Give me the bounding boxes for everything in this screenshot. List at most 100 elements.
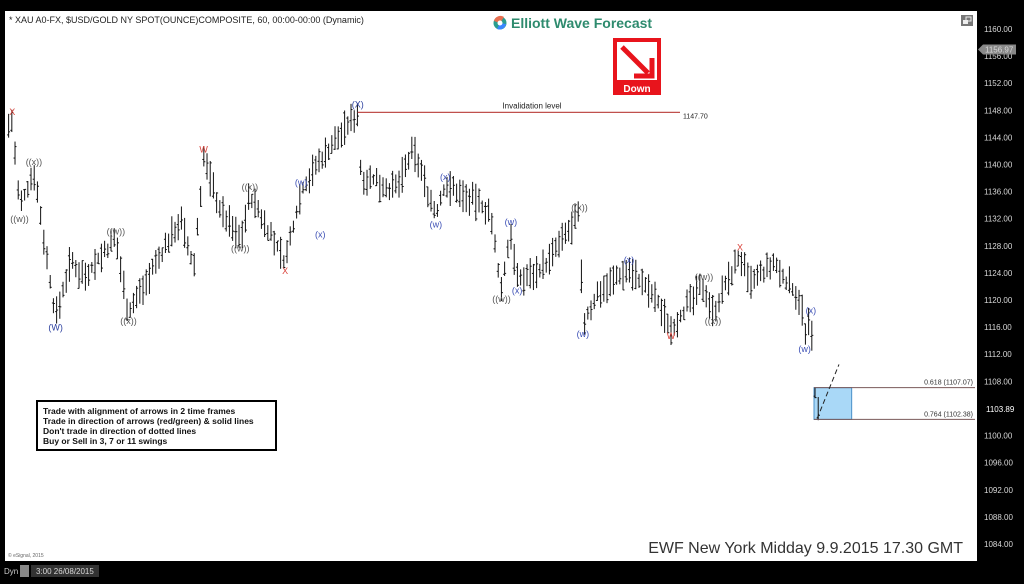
price-bar xyxy=(490,212,494,235)
price-bar xyxy=(451,176,455,196)
wave-label: ((w)) xyxy=(492,294,511,304)
interval-button[interactable] xyxy=(20,565,29,577)
price-axis[interactable]: 1160.00 1156.00 1152.00 1148.00 1144.00 1140.… xyxy=(978,25,1016,549)
price-bar xyxy=(330,135,334,154)
price-bar xyxy=(42,229,46,255)
price-tick-label: 1120.00 xyxy=(984,296,1013,305)
price-bar xyxy=(311,154,315,187)
price-bar xyxy=(141,275,145,305)
caption: EWF New York Midday 9.9.2015 17.30 GMT xyxy=(648,540,963,557)
wave-label: ((x)) xyxy=(26,157,43,167)
chart-title: * XAU A0-FX, $USD/GOLD NY SPOT(OUNCE)COM… xyxy=(9,15,364,25)
price-bar xyxy=(704,285,708,308)
price-bar xyxy=(701,278,705,302)
price-bar xyxy=(784,276,788,291)
price-bar xyxy=(67,247,71,282)
wave-label: ((w)) xyxy=(695,272,714,282)
price-bar xyxy=(375,168,379,187)
price-bar xyxy=(496,263,500,278)
price-bar xyxy=(371,174,375,185)
price-bar xyxy=(487,198,491,222)
price-bar xyxy=(119,256,123,283)
price-bar xyxy=(602,275,606,302)
price-bar xyxy=(144,269,148,296)
window-restore-icon[interactable] xyxy=(961,15,973,26)
price-tick-label: 1088.00 xyxy=(984,513,1013,522)
price-bar xyxy=(787,266,791,294)
price-bar xyxy=(736,250,740,267)
price-bar xyxy=(682,306,686,321)
price-bar xyxy=(51,298,55,314)
price-bar xyxy=(746,262,750,293)
copyright: © eSignal, 2015 xyxy=(8,552,44,559)
price-bar xyxy=(640,268,644,296)
wave-label: (w) xyxy=(577,329,590,339)
price-bar xyxy=(576,201,580,222)
wave-label: (x) xyxy=(440,172,451,182)
price-bar xyxy=(752,269,756,289)
price-tick-label: 1128.00 xyxy=(984,242,1013,251)
price-bar xyxy=(291,220,295,233)
price-bar xyxy=(573,203,577,229)
mode-label[interactable]: Dyn xyxy=(4,567,18,576)
price-bar xyxy=(637,273,641,288)
wave-label: W xyxy=(199,145,208,155)
price-bar xyxy=(509,223,513,250)
price-tick-label: 1124.00 xyxy=(984,269,1013,278)
price-bar xyxy=(669,316,673,346)
rule-line: Trade in direction of arrows (red/green)… xyxy=(43,416,254,426)
price-bar xyxy=(528,258,532,289)
price-bar xyxy=(61,281,65,298)
cursor-price-label: 1103.89 xyxy=(986,405,1015,414)
price-bar xyxy=(157,246,161,269)
price-bar xyxy=(768,257,772,280)
price-bar xyxy=(800,294,804,326)
price-bar xyxy=(301,182,305,194)
price-bar xyxy=(426,186,430,208)
last-price-label: 1156.97 xyxy=(985,46,1014,55)
price-bar xyxy=(103,240,107,258)
price-bar xyxy=(240,220,244,249)
price-bar xyxy=(448,171,452,206)
price-bar xyxy=(595,281,599,301)
price-tick-label: 1160.00 xyxy=(984,25,1013,34)
price-bar xyxy=(80,260,84,284)
price-bar xyxy=(423,165,427,198)
price-bar xyxy=(218,200,222,218)
price-bar xyxy=(592,293,596,310)
price-bar xyxy=(656,294,660,309)
price-bar xyxy=(631,258,635,291)
price-bar xyxy=(720,275,724,304)
price-bar xyxy=(666,313,670,334)
price-bar xyxy=(307,168,311,194)
price-bar xyxy=(16,180,20,200)
price-bar xyxy=(765,252,769,278)
price-bar xyxy=(237,224,241,248)
price-bar xyxy=(803,323,807,345)
price-bar xyxy=(557,230,561,258)
price-bar xyxy=(256,199,260,218)
price-bar xyxy=(810,320,814,351)
price-bar xyxy=(471,181,475,205)
price-bar xyxy=(663,298,667,333)
price-bar xyxy=(154,250,158,274)
price-tick-label: 1132.00 xyxy=(984,215,1013,224)
price-bar xyxy=(122,270,126,300)
wave-label: (w) xyxy=(430,219,443,229)
price-bar xyxy=(352,110,356,133)
price-bar xyxy=(544,257,548,273)
price-tick-label: 1108.00 xyxy=(984,377,1013,386)
price-bar xyxy=(605,273,609,304)
price-bar xyxy=(624,259,628,283)
price-bar xyxy=(192,253,196,277)
price-bar xyxy=(685,289,689,312)
price-bar xyxy=(477,188,481,213)
price-bar xyxy=(506,239,510,259)
plot-area[interactable] xyxy=(5,11,977,561)
fib-label: 0.764 (1102.38) xyxy=(924,411,973,418)
price-bar xyxy=(90,262,94,273)
price-bar xyxy=(403,154,407,178)
price-bar xyxy=(771,253,775,271)
price-bar xyxy=(483,202,487,225)
price-tick-label: 1116.00 xyxy=(984,323,1012,332)
